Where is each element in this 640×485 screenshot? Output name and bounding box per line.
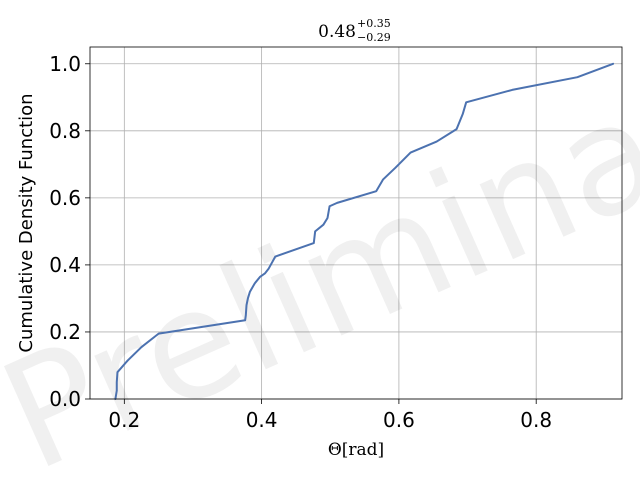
x-tick-label: 0.6	[383, 408, 415, 432]
y-tick-label: 0.2	[49, 320, 81, 344]
y-tick-label: 0.6	[49, 186, 81, 210]
y-tick-label: 0.8	[49, 119, 81, 143]
cdf-series-line	[114, 62, 615, 400]
y-tick-label: 1.0	[49, 52, 81, 76]
y-axis-label: Cumulative Density Function	[16, 93, 37, 352]
x-tick-label: 0.4	[246, 408, 278, 432]
x-tick-label: 0.8	[520, 408, 552, 432]
x-axis-label: Θ[rad]	[328, 440, 384, 460]
chart-title-upper-error: +0.35	[357, 17, 391, 30]
y-tick-label: 0.4	[49, 253, 81, 277]
plot-frame	[89, 46, 623, 400]
tick-layer: 0.2 0.4 0.6 0.8 0.0 0.2 0.4 0.6 0.8 1.0	[49, 52, 552, 432]
series-layer	[114, 62, 615, 400]
y-tick-label: 0.0	[49, 387, 81, 411]
x-tick-label: 0.2	[108, 408, 140, 432]
chart-title: 0.48	[318, 22, 356, 42]
chart-title-lower-error: −0.29	[357, 31, 391, 44]
